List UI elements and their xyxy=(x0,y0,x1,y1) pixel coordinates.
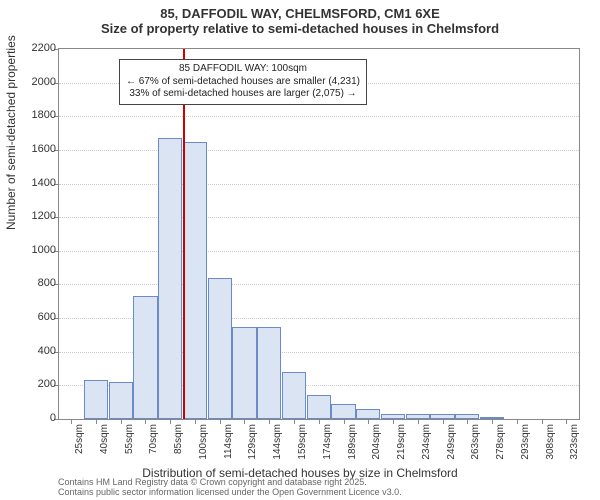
histogram-bar xyxy=(109,382,133,419)
histogram-bar xyxy=(331,404,355,419)
histogram-bar xyxy=(257,327,281,420)
x-tick-mark xyxy=(145,419,146,424)
x-tick-label: 129sqm xyxy=(247,424,258,460)
chart-title-main: 85, DAFFODIL WAY, CHELMSFORD, CM1 6XE xyxy=(0,0,600,21)
y-tick-label: 200 xyxy=(38,378,56,390)
histogram-bar xyxy=(307,395,331,419)
x-tick-mark xyxy=(467,419,468,424)
gridline xyxy=(59,184,579,185)
footer-line-1: Contains HM Land Registry data © Crown c… xyxy=(58,477,367,487)
x-tick-mark xyxy=(96,419,97,424)
gridline xyxy=(59,217,579,218)
x-tick-label: 25sqm xyxy=(74,424,85,454)
x-tick-mark xyxy=(319,419,320,424)
x-tick-label: 323sqm xyxy=(569,424,580,460)
x-tick-mark xyxy=(244,419,245,424)
histogram-bar xyxy=(208,278,232,419)
x-tick-mark xyxy=(294,419,295,424)
histogram-bar xyxy=(282,372,306,419)
x-tick-label: 144sqm xyxy=(272,424,283,460)
histogram-bar xyxy=(356,409,380,419)
x-tick-label: 204sqm xyxy=(371,424,382,460)
x-tick-mark xyxy=(393,419,394,424)
chart-title-sub: Size of property relative to semi-detach… xyxy=(0,21,600,36)
footer-note: Contains HM Land Registry data © Crown c… xyxy=(58,478,402,498)
x-tick-mark xyxy=(492,419,493,424)
gridline xyxy=(59,116,579,117)
x-tick-label: 263sqm xyxy=(470,424,481,460)
histogram-bar xyxy=(133,296,157,419)
x-tick-label: 55sqm xyxy=(124,424,135,454)
histogram-bar xyxy=(232,327,256,420)
y-tick-label: 1000 xyxy=(32,244,56,256)
annotation-line-3: 33% of semi-detached houses are larger (… xyxy=(129,88,356,99)
x-tick-label: 174sqm xyxy=(322,424,333,460)
x-tick-label: 70sqm xyxy=(148,424,159,454)
y-tick-label: 1600 xyxy=(32,143,56,155)
x-tick-mark xyxy=(344,419,345,424)
x-tick-mark xyxy=(418,419,419,424)
x-tick-label: 114sqm xyxy=(223,424,234,459)
x-tick-label: 278sqm xyxy=(495,424,506,460)
x-tick-label: 159sqm xyxy=(297,424,308,460)
y-tick-label: 600 xyxy=(38,311,56,323)
y-tick-label: 0 xyxy=(50,412,56,424)
x-tick-mark xyxy=(195,419,196,424)
x-tick-label: 100sqm xyxy=(198,424,209,460)
x-tick-label: 293sqm xyxy=(520,424,531,460)
x-tick-mark xyxy=(566,419,567,424)
x-tick-label: 85sqm xyxy=(173,424,184,454)
annotation-box: 85 DAFFODIL WAY: 100sqm ← 67% of semi-det… xyxy=(119,59,367,105)
x-tick-mark xyxy=(121,419,122,424)
chart-container: 85, DAFFODIL WAY, CHELMSFORD, CM1 6XE Si… xyxy=(0,0,600,500)
x-tick-label: 40sqm xyxy=(99,424,110,454)
y-tick-label: 1800 xyxy=(32,109,56,121)
x-tick-mark xyxy=(269,419,270,424)
reference-line xyxy=(183,49,185,419)
histogram-bar xyxy=(158,138,182,419)
plot-area: 85 DAFFODIL WAY: 100sqm ← 67% of semi-det… xyxy=(58,48,580,420)
x-tick-mark xyxy=(542,419,543,424)
gridline xyxy=(59,251,579,252)
y-tick-label: 2200 xyxy=(32,42,56,54)
y-tick-label: 400 xyxy=(38,345,56,357)
y-axis-label: Number of semi-detached properties xyxy=(4,35,18,230)
gridline xyxy=(59,150,579,151)
y-tick-label: 1200 xyxy=(32,210,56,222)
annotation-line-2: ← 67% of semi-detached houses are smalle… xyxy=(126,76,360,87)
x-tick-label: 249sqm xyxy=(446,424,457,460)
footer-line-2: Contains public sector information licen… xyxy=(58,487,402,497)
x-tick-mark xyxy=(220,419,221,424)
x-tick-label: 189sqm xyxy=(347,424,358,460)
x-tick-label: 234sqm xyxy=(421,424,432,460)
x-tick-mark xyxy=(517,419,518,424)
annotation-line-1: 85 DAFFODIL WAY: 100sqm xyxy=(179,63,307,74)
histogram-bar xyxy=(183,142,207,420)
y-tick-label: 1400 xyxy=(32,177,56,189)
x-tick-mark xyxy=(170,419,171,424)
y-tick-label: 2000 xyxy=(32,76,56,88)
y-tick-label: 800 xyxy=(38,277,56,289)
x-tick-label: 219sqm xyxy=(396,424,407,460)
histogram-bar xyxy=(84,380,108,419)
x-tick-mark xyxy=(443,419,444,424)
x-tick-mark xyxy=(71,419,72,424)
gridline xyxy=(59,284,579,285)
x-tick-mark xyxy=(368,419,369,424)
x-tick-label: 308sqm xyxy=(545,424,556,460)
